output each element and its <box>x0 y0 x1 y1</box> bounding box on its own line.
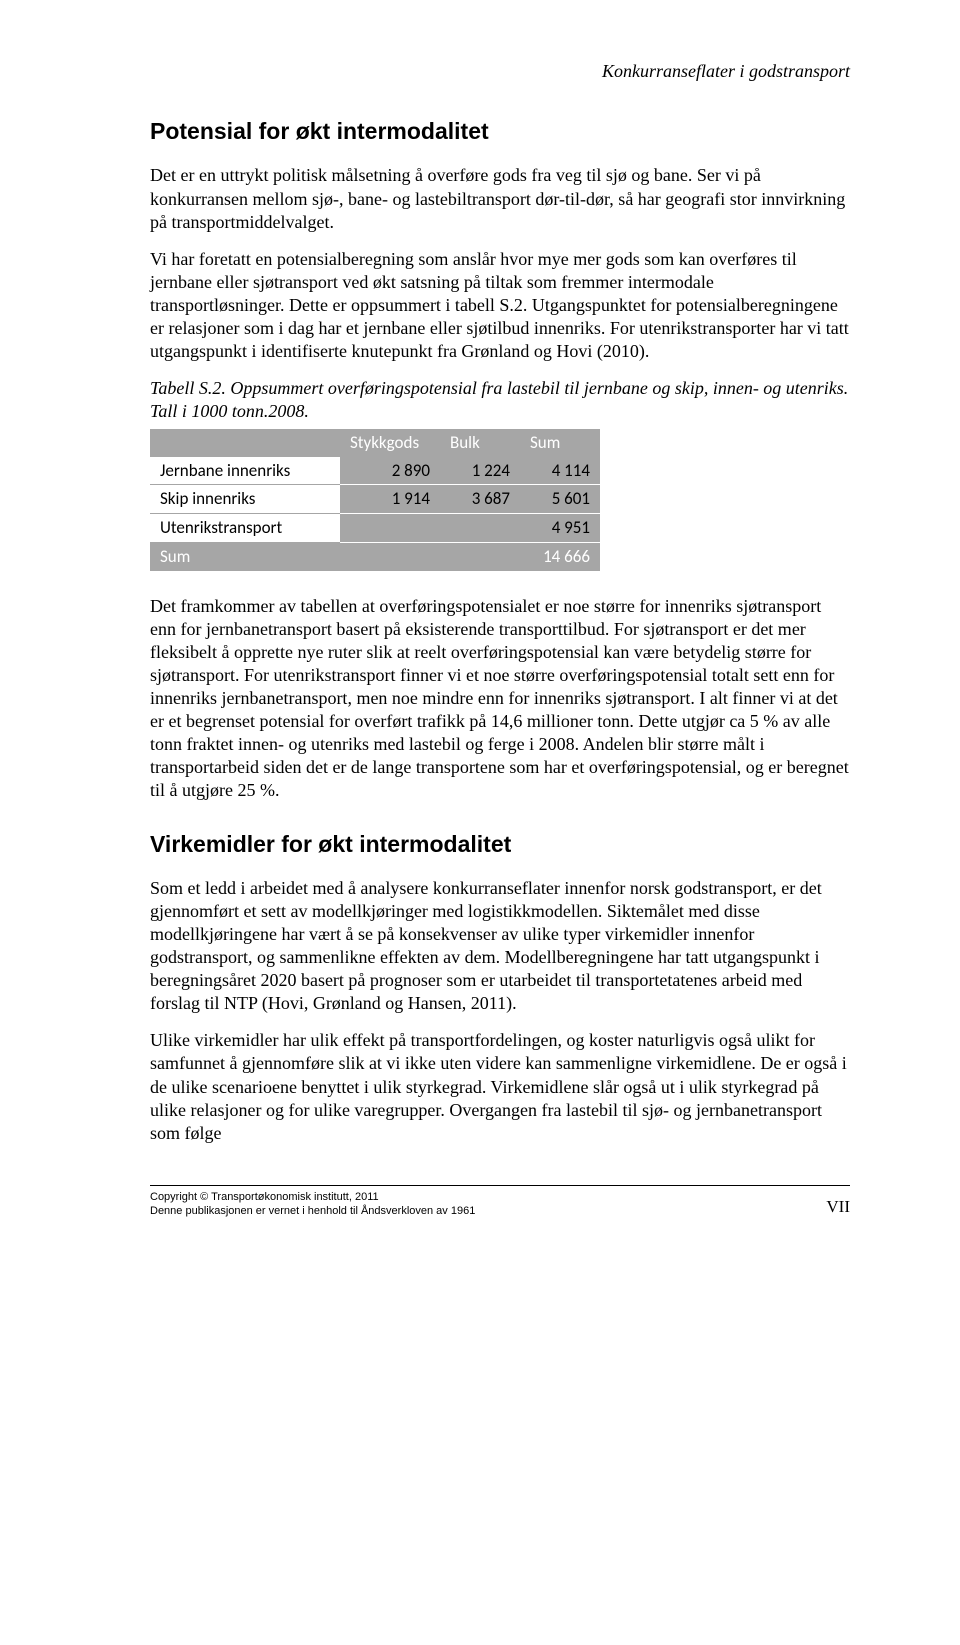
section1-para1: Det er en uttrykt politisk målsetning å … <box>150 164 850 233</box>
row-label: Utenrikstransport <box>150 514 340 543</box>
footer-license: Denne publikasjonen er vernet i henhold … <box>150 1204 475 1218</box>
section2-heading: Virkemidler for økt intermodalitet <box>150 830 850 859</box>
row-cell <box>440 514 520 543</box>
sum-cell <box>440 542 520 570</box>
table-row: Skip innenriks 1 914 3 687 5 601 <box>150 485 600 514</box>
table-header-row: Stykkgods Bulk Sum <box>150 429 600 457</box>
table-header-sum: Sum <box>520 429 600 457</box>
row-cell: 1 914 <box>340 485 440 514</box>
row-label: Jernbane innenriks <box>150 457 340 485</box>
running-header: Konkurranseflater i godstransport <box>150 60 850 83</box>
table-header-stykkgods: Stykkgods <box>340 429 440 457</box>
table-header-bulk: Bulk <box>440 429 520 457</box>
row-cell: 4 114 <box>520 457 600 485</box>
table-header-blank <box>150 429 340 457</box>
sum-cell: 14 666 <box>520 542 600 570</box>
page-footer: Copyright © Transportøkonomisk institutt… <box>150 1185 850 1218</box>
section2-para1: Som et ledd i arbeidet med å analysere k… <box>150 877 850 1015</box>
section1-heading: Potensial for økt intermodalitet <box>150 117 850 146</box>
page-number: VII <box>826 1196 850 1218</box>
section2-para2: Ulike virkemidler har ulik effekt på tra… <box>150 1029 850 1144</box>
footer-copyright: Copyright © Transportøkonomisk institutt… <box>150 1190 475 1204</box>
potential-table: Stykkgods Bulk Sum Jernbane innenriks 2 … <box>150 429 600 571</box>
footer-left: Copyright © Transportøkonomisk institutt… <box>150 1190 475 1218</box>
section1-para2: Vi har foretatt en potensialberegning so… <box>150 248 850 363</box>
table-sum-row: Sum 14 666 <box>150 542 600 570</box>
row-cell: 5 601 <box>520 485 600 514</box>
row-label: Skip innenriks <box>150 485 340 514</box>
row-cell: 4 951 <box>520 514 600 543</box>
row-cell: 1 224 <box>440 457 520 485</box>
row-cell <box>340 514 440 543</box>
sum-cell <box>340 542 440 570</box>
table-row: Utenrikstransport 4 951 <box>150 514 600 543</box>
row-cell: 3 687 <box>440 485 520 514</box>
table-caption: Tabell S.2. Oppsummert overføringspotens… <box>150 377 850 423</box>
section1-para3: Det framkommer av tabellen at overføring… <box>150 595 850 802</box>
table-row: Jernbane innenriks 2 890 1 224 4 114 <box>150 457 600 485</box>
sum-label: Sum <box>150 542 340 570</box>
row-cell: 2 890 <box>340 457 440 485</box>
